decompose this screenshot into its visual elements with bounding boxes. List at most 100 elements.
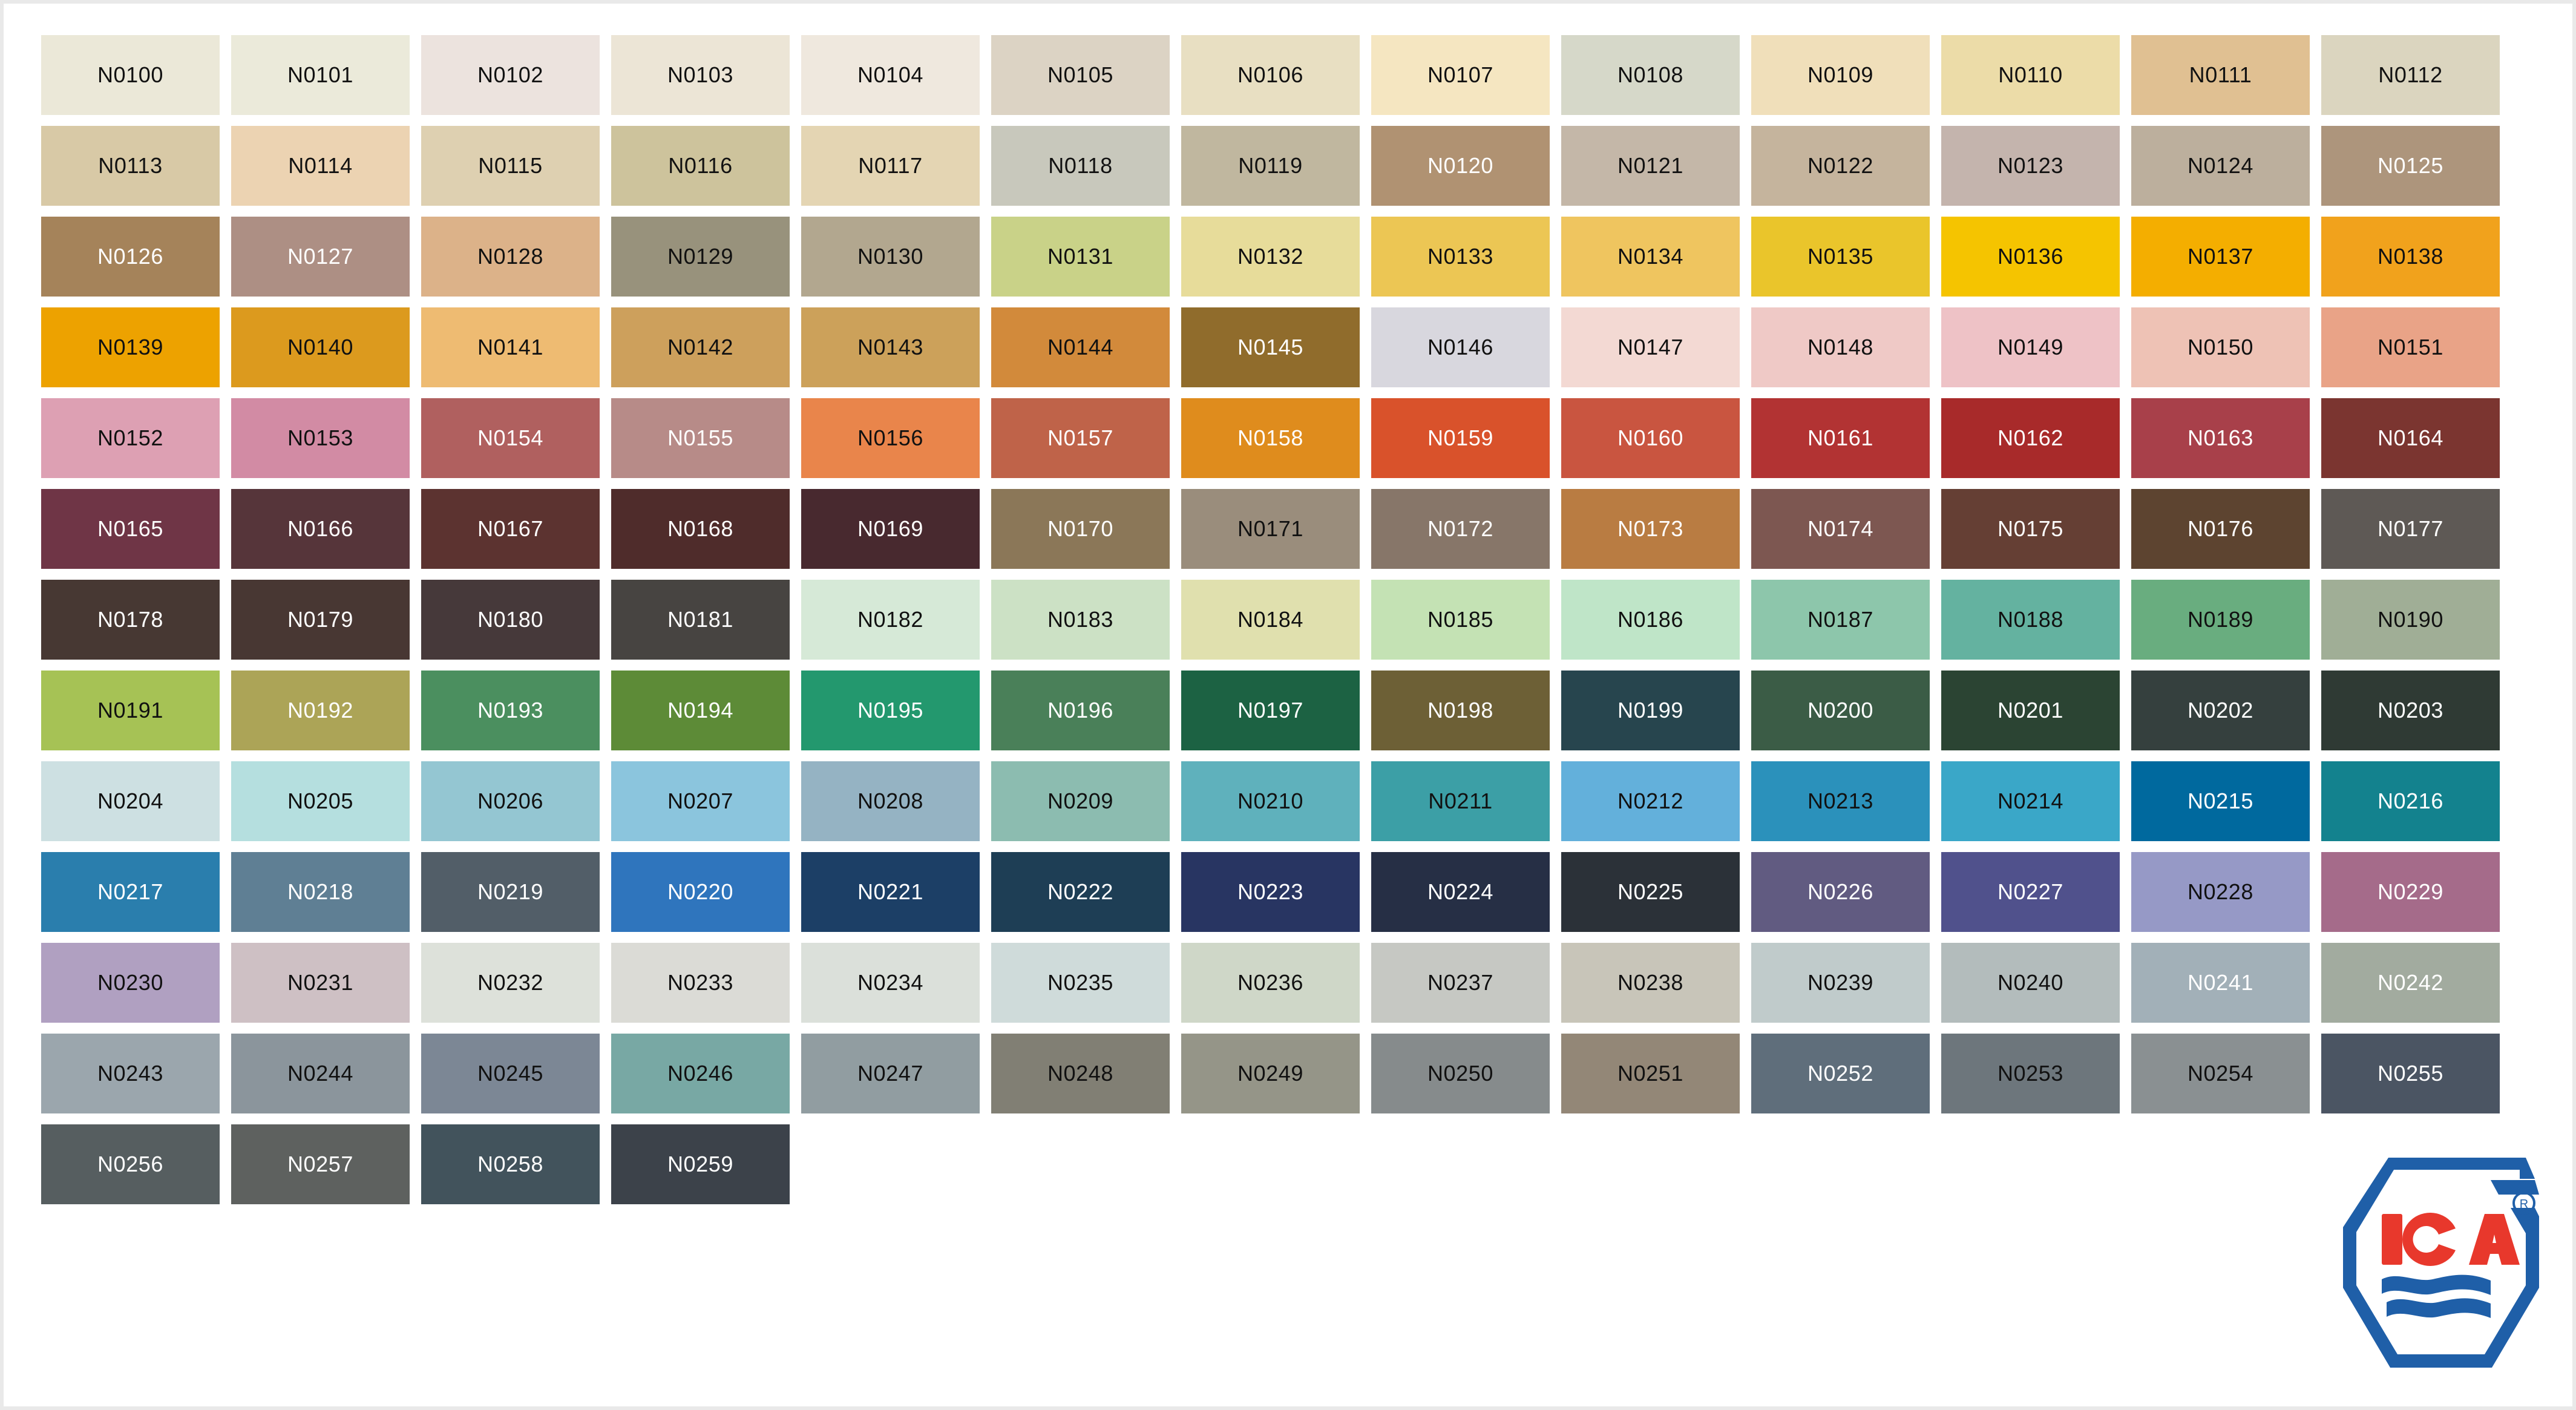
- colour-swatch[interactable]: N0229: [2321, 852, 2500, 932]
- colour-swatch[interactable]: N0187: [1751, 580, 1930, 660]
- colour-swatch[interactable]: N0232: [421, 943, 600, 1023]
- colour-swatch[interactable]: N0132: [1181, 217, 1360, 297]
- colour-swatch[interactable]: N0230: [41, 943, 220, 1023]
- colour-swatch[interactable]: N0176: [2131, 489, 2310, 569]
- colour-swatch[interactable]: N0191: [41, 671, 220, 750]
- colour-swatch[interactable]: N0111: [2131, 35, 2310, 115]
- colour-swatch[interactable]: N0143: [801, 307, 980, 387]
- colour-swatch[interactable]: N0131: [991, 217, 1170, 297]
- colour-swatch[interactable]: N0172: [1371, 489, 1550, 569]
- colour-swatch[interactable]: N0250: [1371, 1034, 1550, 1113]
- colour-swatch[interactable]: N0259: [611, 1124, 790, 1204]
- colour-swatch[interactable]: N0100: [41, 35, 220, 115]
- colour-swatch[interactable]: N0105: [991, 35, 1170, 115]
- colour-swatch[interactable]: N0181: [611, 580, 790, 660]
- colour-swatch[interactable]: N0178: [41, 580, 220, 660]
- colour-swatch[interactable]: N0225: [1561, 852, 1740, 932]
- colour-swatch[interactable]: N0211: [1371, 761, 1550, 841]
- colour-swatch[interactable]: N0241: [2131, 943, 2310, 1023]
- colour-swatch[interactable]: N0166: [231, 489, 410, 569]
- colour-swatch[interactable]: N0226: [1751, 852, 1930, 932]
- colour-swatch[interactable]: N0120: [1371, 126, 1550, 206]
- colour-swatch[interactable]: N0248: [991, 1034, 1170, 1113]
- colour-swatch[interactable]: N0203: [2321, 671, 2500, 750]
- colour-swatch[interactable]: N0165: [41, 489, 220, 569]
- colour-swatch[interactable]: N0193: [421, 671, 600, 750]
- colour-swatch[interactable]: N0249: [1181, 1034, 1360, 1113]
- colour-swatch[interactable]: N0198: [1371, 671, 1550, 750]
- colour-swatch[interactable]: N0104: [801, 35, 980, 115]
- colour-swatch[interactable]: N0228: [2131, 852, 2310, 932]
- colour-swatch[interactable]: N0139: [41, 307, 220, 387]
- colour-swatch[interactable]: N0103: [611, 35, 790, 115]
- colour-swatch[interactable]: N0222: [991, 852, 1170, 932]
- colour-swatch[interactable]: N0169: [801, 489, 980, 569]
- colour-swatch[interactable]: N0121: [1561, 126, 1740, 206]
- colour-swatch[interactable]: N0212: [1561, 761, 1740, 841]
- colour-swatch[interactable]: N0170: [991, 489, 1170, 569]
- colour-swatch[interactable]: N0162: [1941, 398, 2120, 478]
- colour-swatch[interactable]: N0205: [231, 761, 410, 841]
- colour-swatch[interactable]: N0146: [1371, 307, 1550, 387]
- colour-swatch[interactable]: N0101: [231, 35, 410, 115]
- colour-swatch[interactable]: N0175: [1941, 489, 2120, 569]
- colour-swatch[interactable]: N0207: [611, 761, 790, 841]
- colour-swatch[interactable]: N0196: [991, 671, 1170, 750]
- colour-swatch[interactable]: N0245: [421, 1034, 600, 1113]
- colour-swatch[interactable]: N0195: [801, 671, 980, 750]
- colour-swatch[interactable]: N0202: [2131, 671, 2310, 750]
- colour-swatch[interactable]: N0173: [1561, 489, 1740, 569]
- colour-swatch[interactable]: N0204: [41, 761, 220, 841]
- colour-swatch[interactable]: N0106: [1181, 35, 1360, 115]
- colour-swatch[interactable]: N0122: [1751, 126, 1930, 206]
- colour-swatch[interactable]: N0208: [801, 761, 980, 841]
- colour-swatch[interactable]: N0152: [41, 398, 220, 478]
- colour-swatch[interactable]: N0189: [2131, 580, 2310, 660]
- colour-swatch[interactable]: N0218: [231, 852, 410, 932]
- colour-swatch[interactable]: N0167: [421, 489, 600, 569]
- colour-swatch[interactable]: N0137: [2131, 217, 2310, 297]
- colour-swatch[interactable]: N0227: [1941, 852, 2120, 932]
- colour-swatch[interactable]: N0117: [801, 126, 980, 206]
- colour-swatch[interactable]: N0194: [611, 671, 790, 750]
- colour-swatch[interactable]: N0115: [421, 126, 600, 206]
- colour-swatch[interactable]: N0179: [231, 580, 410, 660]
- colour-swatch[interactable]: N0168: [611, 489, 790, 569]
- colour-swatch[interactable]: N0155: [611, 398, 790, 478]
- colour-swatch[interactable]: N0159: [1371, 398, 1550, 478]
- colour-swatch[interactable]: N0161: [1751, 398, 1930, 478]
- colour-swatch[interactable]: N0192: [231, 671, 410, 750]
- colour-swatch[interactable]: N0236: [1181, 943, 1360, 1023]
- colour-swatch[interactable]: N0156: [801, 398, 980, 478]
- colour-swatch[interactable]: N0138: [2321, 217, 2500, 297]
- colour-swatch[interactable]: N0197: [1181, 671, 1360, 750]
- colour-swatch[interactable]: N0233: [611, 943, 790, 1023]
- colour-swatch[interactable]: N0127: [231, 217, 410, 297]
- colour-swatch[interactable]: N0140: [231, 307, 410, 387]
- colour-swatch[interactable]: N0125: [2321, 126, 2500, 206]
- colour-swatch[interactable]: N0206: [421, 761, 600, 841]
- colour-swatch[interactable]: N0182: [801, 580, 980, 660]
- colour-swatch[interactable]: N0148: [1751, 307, 1930, 387]
- colour-swatch[interactable]: N0234: [801, 943, 980, 1023]
- colour-swatch[interactable]: N0209: [991, 761, 1170, 841]
- colour-swatch[interactable]: N0200: [1751, 671, 1930, 750]
- colour-swatch[interactable]: N0217: [41, 852, 220, 932]
- colour-swatch[interactable]: N0247: [801, 1034, 980, 1113]
- colour-swatch[interactable]: N0158: [1181, 398, 1360, 478]
- colour-swatch[interactable]: N0136: [1941, 217, 2120, 297]
- colour-swatch[interactable]: N0153: [231, 398, 410, 478]
- colour-swatch[interactable]: N0224: [1371, 852, 1550, 932]
- colour-swatch[interactable]: N0254: [2131, 1034, 2310, 1113]
- colour-swatch[interactable]: N0123: [1941, 126, 2120, 206]
- colour-swatch[interactable]: N0252: [1751, 1034, 1930, 1113]
- colour-swatch[interactable]: N0238: [1561, 943, 1740, 1023]
- colour-swatch[interactable]: N0128: [421, 217, 600, 297]
- colour-swatch[interactable]: N0223: [1181, 852, 1360, 932]
- colour-swatch[interactable]: N0257: [231, 1124, 410, 1204]
- colour-swatch[interactable]: N0126: [41, 217, 220, 297]
- colour-swatch[interactable]: N0242: [2321, 943, 2500, 1023]
- colour-swatch[interactable]: N0188: [1941, 580, 2120, 660]
- colour-swatch[interactable]: N0110: [1941, 35, 2120, 115]
- colour-swatch[interactable]: N0147: [1561, 307, 1740, 387]
